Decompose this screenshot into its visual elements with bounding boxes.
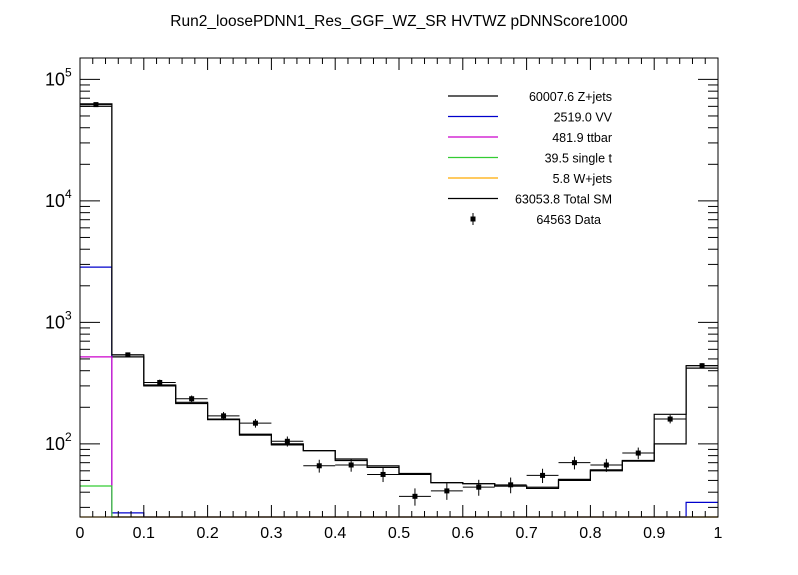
chart-title: Run2_loosePDNN1_Res_GGF_WZ_SR HVTWZ pDNN… <box>170 13 628 30</box>
y-tick-base: 10 <box>45 191 65 211</box>
data-marker <box>93 102 99 108</box>
data-point <box>622 447 655 460</box>
data-marker <box>125 352 131 358</box>
legend-entry: 481.9 ttbar <box>448 131 612 145</box>
legend-entry: 39.5 single t <box>448 152 613 166</box>
x-tick-label: 0.4 <box>324 525 346 542</box>
data-marker <box>476 484 482 490</box>
data-marker <box>189 396 195 402</box>
data-point <box>430 483 463 500</box>
data-point <box>686 363 718 369</box>
data-point <box>590 458 623 472</box>
legend-label: 2519.0 VV <box>554 111 613 125</box>
legend-label: 481.9 ttbar <box>552 131 612 145</box>
data-point <box>654 415 687 424</box>
data-marker <box>252 420 258 426</box>
y-tick-exponent: 5 <box>65 65 72 79</box>
data-point <box>399 488 431 506</box>
data-point <box>367 467 399 483</box>
y-tick-label: 104 <box>45 187 72 211</box>
data-marker <box>635 450 641 456</box>
x-tick-label: 0.7 <box>515 525 537 542</box>
y-tick-label: 102 <box>45 430 72 454</box>
data-point <box>335 459 368 472</box>
y-tick-exponent: 4 <box>65 187 72 201</box>
legend-label: 64563 Data <box>536 213 601 227</box>
y-tick-base: 10 <box>45 312 65 332</box>
data-point <box>494 477 527 494</box>
y-tick-label: 103 <box>45 308 72 332</box>
y-tick-base: 10 <box>45 434 65 454</box>
y-tick-exponent: 3 <box>65 308 72 322</box>
data-marker <box>157 379 163 385</box>
data-point <box>143 379 176 386</box>
data-point <box>175 395 208 403</box>
data-marker <box>284 438 290 444</box>
y-tick-base: 10 <box>45 69 65 89</box>
legend-entry: 5.8 W+jets <box>448 172 612 186</box>
data-point <box>111 352 144 358</box>
data-point <box>271 436 304 447</box>
legend: 60007.6 Z+jets 2519.0 VV 481.9 ttbar 39.5 s… <box>448 90 613 227</box>
x-tick-label: 0 <box>76 525 85 542</box>
data-marker <box>412 493 418 499</box>
legend-entry: 2519.0 VV <box>448 111 613 125</box>
data-marker <box>380 471 386 477</box>
data-marker <box>540 472 546 478</box>
data-marker <box>699 363 705 369</box>
data-marker <box>667 416 673 422</box>
x-tick-label: 0.5 <box>388 525 410 542</box>
legend-entry-data: 64563 Data <box>470 213 601 227</box>
legend-entry: 60007.6 Z+jets <box>448 90 612 104</box>
legend-label: 5.8 W+jets <box>553 172 612 186</box>
legend-label: 39.5 single t <box>545 152 613 166</box>
y-tick-label: 105 <box>45 65 72 89</box>
data-point <box>462 479 495 496</box>
data-marker <box>348 462 354 468</box>
data-marker <box>603 462 609 468</box>
x-tick-label: 1 <box>714 525 723 542</box>
data-point <box>558 456 591 470</box>
data-point <box>80 102 112 108</box>
x-tick-label: 0.2 <box>196 525 218 542</box>
axes-layer: 0 0.1 0.2 0.3 0.4 0.5 0.6 0.7 0.8 0.9 110210310410… <box>45 58 723 542</box>
data-marker <box>571 460 577 466</box>
x-tick-label: 0.8 <box>579 525 601 542</box>
data-point <box>303 459 336 473</box>
data-points-layer <box>80 102 718 506</box>
data-point <box>526 468 559 484</box>
data-marker <box>316 463 322 469</box>
data-point <box>207 411 240 421</box>
legend-data-marker <box>470 216 476 222</box>
x-tick-label: 0.9 <box>643 525 665 542</box>
y-tick-exponent: 2 <box>65 430 72 444</box>
legend-entry: 63053.8 Total SM <box>448 193 612 207</box>
data-marker <box>444 488 450 494</box>
legend-label: 63053.8 Total SM <box>515 193 612 207</box>
data-point <box>239 419 272 428</box>
x-tick-label: 0.6 <box>452 525 474 542</box>
x-tick-label: 0.3 <box>260 525 282 542</box>
legend-label: 60007.6 Z+jets <box>529 90 612 104</box>
data-marker <box>221 413 227 419</box>
data-marker <box>508 482 514 488</box>
x-tick-label: 0.1 <box>133 525 155 542</box>
